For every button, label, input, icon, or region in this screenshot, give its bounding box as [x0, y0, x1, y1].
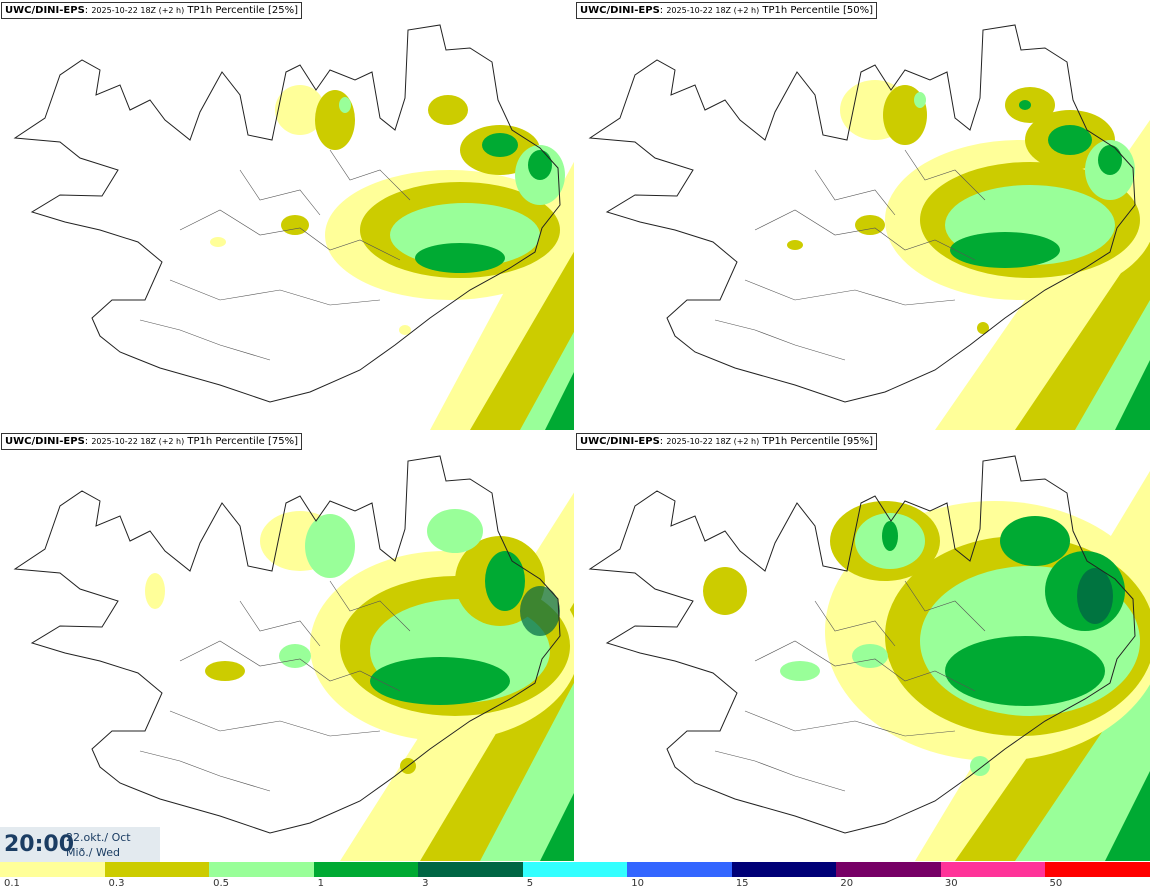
map-panel-p25: UWC/DINI-EPS: 2025-10-22 18Z (+2 h) TP1h…: [0, 0, 575, 430]
run-time: 2025-10-22 18Z (+2 h): [91, 6, 185, 15]
legend-label: 0.3: [108, 878, 125, 889]
precip-map: [589, 455, 1150, 861]
legend-bin: [731, 862, 837, 877]
valid-hour: 20:00: [4, 832, 75, 857]
map-panel-p75: UWC/DINI-EPS: 2025-10-22 18Z (+2 h) TP1h…: [0, 431, 575, 861]
precip-map: [589, 24, 1150, 430]
run-time: 2025-10-22 18Z (+2 h): [666, 6, 760, 15]
valid-weekday: Mið./ Wed: [66, 846, 120, 859]
legend-label: 0.1: [4, 878, 20, 889]
legend-label: 20: [840, 878, 854, 889]
map-panel-p50: UWC/DINI-EPS: 2025-10-22 18Z (+2 h) TP1h…: [575, 0, 1150, 430]
map-panel-p95: UWC/DINI-EPS: 2025-10-22 18Z (+2 h) TP1h…: [575, 431, 1150, 861]
legend-label: 10: [631, 878, 644, 889]
run-time: 2025-10-22 18Z (+2 h): [91, 437, 185, 446]
legend-bin: [104, 862, 210, 877]
legend-label: 30: [944, 878, 958, 889]
legend-bin: [209, 862, 315, 877]
field-name: TP1h Percentile [75%]: [187, 436, 298, 447]
precip-map: [14, 455, 575, 861]
legend-bin: [522, 862, 628, 877]
panel-title: UWC/DINI-EPS: 2025-10-22 18Z (+2 h) TP1h…: [576, 433, 877, 450]
legend-label: 50: [1049, 878, 1063, 889]
legend-bin: [313, 862, 419, 877]
legend-bin: [627, 862, 733, 877]
field-name: TP1h Percentile [25%]: [187, 5, 298, 16]
legend-label: 5: [526, 878, 534, 889]
field-name: TP1h Percentile [95%]: [762, 436, 873, 447]
legend-label: 3: [422, 878, 429, 889]
panel-title: UWC/DINI-EPS: 2025-10-22 18Z (+2 h) TP1h…: [1, 433, 302, 450]
model-name: UWC/DINI-EPS: [5, 5, 85, 16]
valid-date: 22.okt./ Oct: [66, 831, 131, 844]
model-name: UWC/DINI-EPS: [580, 5, 660, 16]
field-name: TP1h Percentile [50%]: [762, 5, 873, 16]
run-time: 2025-10-22 18Z (+2 h): [666, 437, 760, 446]
legend-bin: [1045, 862, 1150, 877]
panel-divider-vertical: [574, 0, 576, 862]
panel-title: UWC/DINI-EPS: 2025-10-22 18Z (+2 h) TP1h…: [1, 2, 302, 19]
legend-bin: [836, 862, 942, 877]
panel-divider-horizontal: [0, 430, 1150, 431]
legend-label: 15: [735, 878, 749, 889]
legend-bin: [418, 862, 524, 877]
model-name: UWC/DINI-EPS: [5, 436, 85, 447]
model-name: UWC/DINI-EPS: [580, 436, 660, 447]
legend-bin: [940, 862, 1046, 877]
color-legend: 0.1 0.3 0.5 1 3 5 10 15 20 30 50: [0, 862, 1150, 891]
legend-label: 0.5: [213, 878, 229, 889]
valid-time-box: 20:00 22.okt./ Oct Mið./ Wed: [0, 827, 160, 862]
precip-map: [14, 24, 575, 430]
legend-label: 1: [317, 878, 324, 889]
legend-bin: [0, 862, 106, 877]
panel-title: UWC/DINI-EPS: 2025-10-22 18Z (+2 h) TP1h…: [576, 2, 877, 19]
